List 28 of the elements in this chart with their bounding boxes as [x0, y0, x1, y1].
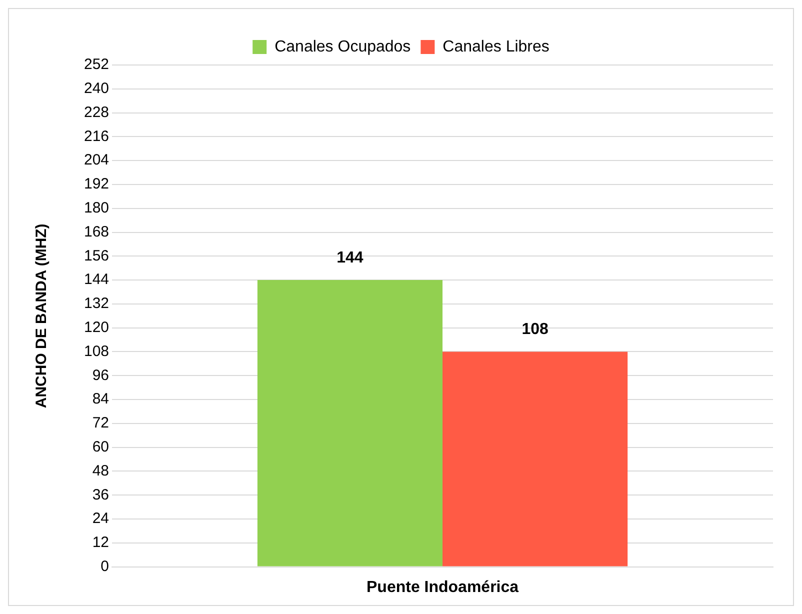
legend-label: Canales Libres — [442, 38, 550, 56]
y-tick-label: 204 — [84, 152, 110, 169]
y-tick-label: 192 — [84, 176, 110, 193]
y-tick-label: 156 — [84, 247, 110, 264]
y-tick-label: 60 — [92, 438, 110, 456]
y-tick-label: 228 — [84, 104, 110, 121]
y-tick-label: 24 — [92, 510, 110, 528]
data-label: 144 — [336, 249, 364, 266]
y-tick-label: 168 — [84, 223, 110, 240]
y-tick-label: 216 — [84, 128, 110, 145]
y-tick-label: 36 — [92, 486, 110, 504]
y-tick-label: 120 — [84, 318, 110, 336]
x-tick-label: Puente Indoamérica — [366, 578, 519, 596]
y-axis-title: ANCHO DE BANDA (MHZ) — [33, 224, 50, 408]
y-tick-label: 84 — [92, 390, 110, 408]
y-tick-label: 180 — [84, 200, 110, 217]
y-tick-label: 144 — [84, 271, 110, 288]
y-tick-label: 12 — [92, 534, 110, 552]
y-tick-label: 0 — [100, 558, 110, 575]
legend-label: Canales Ocupados — [274, 38, 411, 56]
y-tick-label: 96 — [92, 366, 110, 384]
y-tick-label: 240 — [84, 80, 110, 98]
y-tick-label: 252 — [84, 56, 110, 74]
y-tick-label: 132 — [84, 295, 110, 312]
y-tick-label: 48 — [92, 462, 110, 480]
data-label: 108 — [522, 321, 548, 338]
y-tick-label: 72 — [92, 414, 110, 432]
y-tick-label: 108 — [84, 342, 110, 360]
